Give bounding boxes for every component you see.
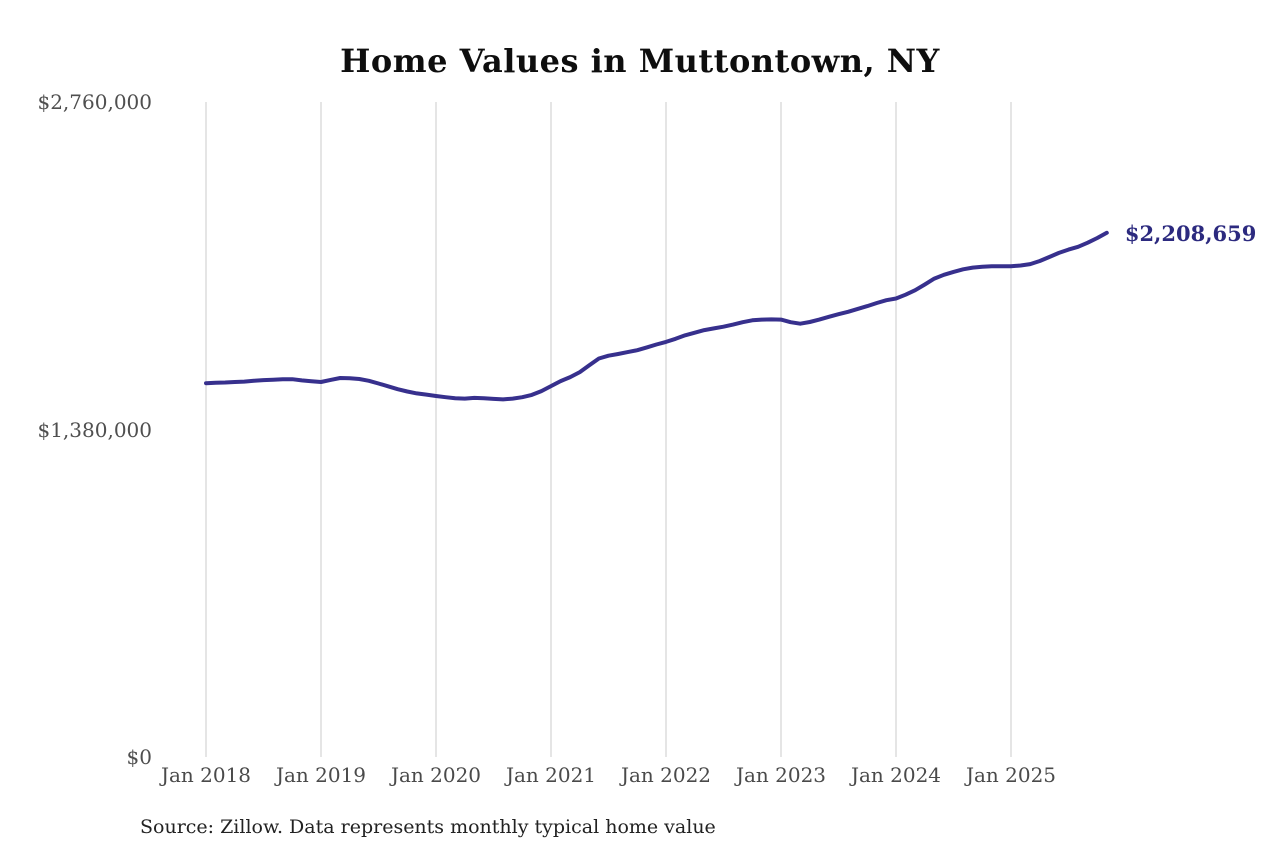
x-tick-jan-2022: Jan 2022 bbox=[620, 763, 712, 787]
x-tick-jan-2023: Jan 2023 bbox=[735, 763, 827, 787]
home-value-line-series bbox=[204, 230, 1109, 402]
x-tick-jan-2018: Jan 2018 bbox=[160, 763, 252, 787]
y-tick-1380000: $1,380,000 bbox=[37, 417, 152, 442]
y-tick-2760000: $2,760,000 bbox=[37, 90, 152, 114]
y-tick-0: $0 bbox=[126, 745, 152, 769]
chart-title: Home Values in Muttontown, NY bbox=[340, 42, 940, 80]
latest-value-label: $2,208,659 bbox=[1124, 220, 1257, 246]
x-tick-jan-2024: Jan 2024 bbox=[850, 763, 942, 787]
x-tick-jan-2025: Jan 2025 bbox=[965, 763, 1057, 787]
source-note: Source: Zillow. Data represents monthly … bbox=[140, 816, 716, 838]
x-tick-jan-2020: Jan 2020 bbox=[390, 763, 482, 787]
vertical-gridlines bbox=[205, 102, 1012, 757]
x-tick-jan-2019: Jan 2019 bbox=[275, 763, 367, 787]
x-tick-jan-2021: Jan 2021 bbox=[505, 763, 597, 787]
